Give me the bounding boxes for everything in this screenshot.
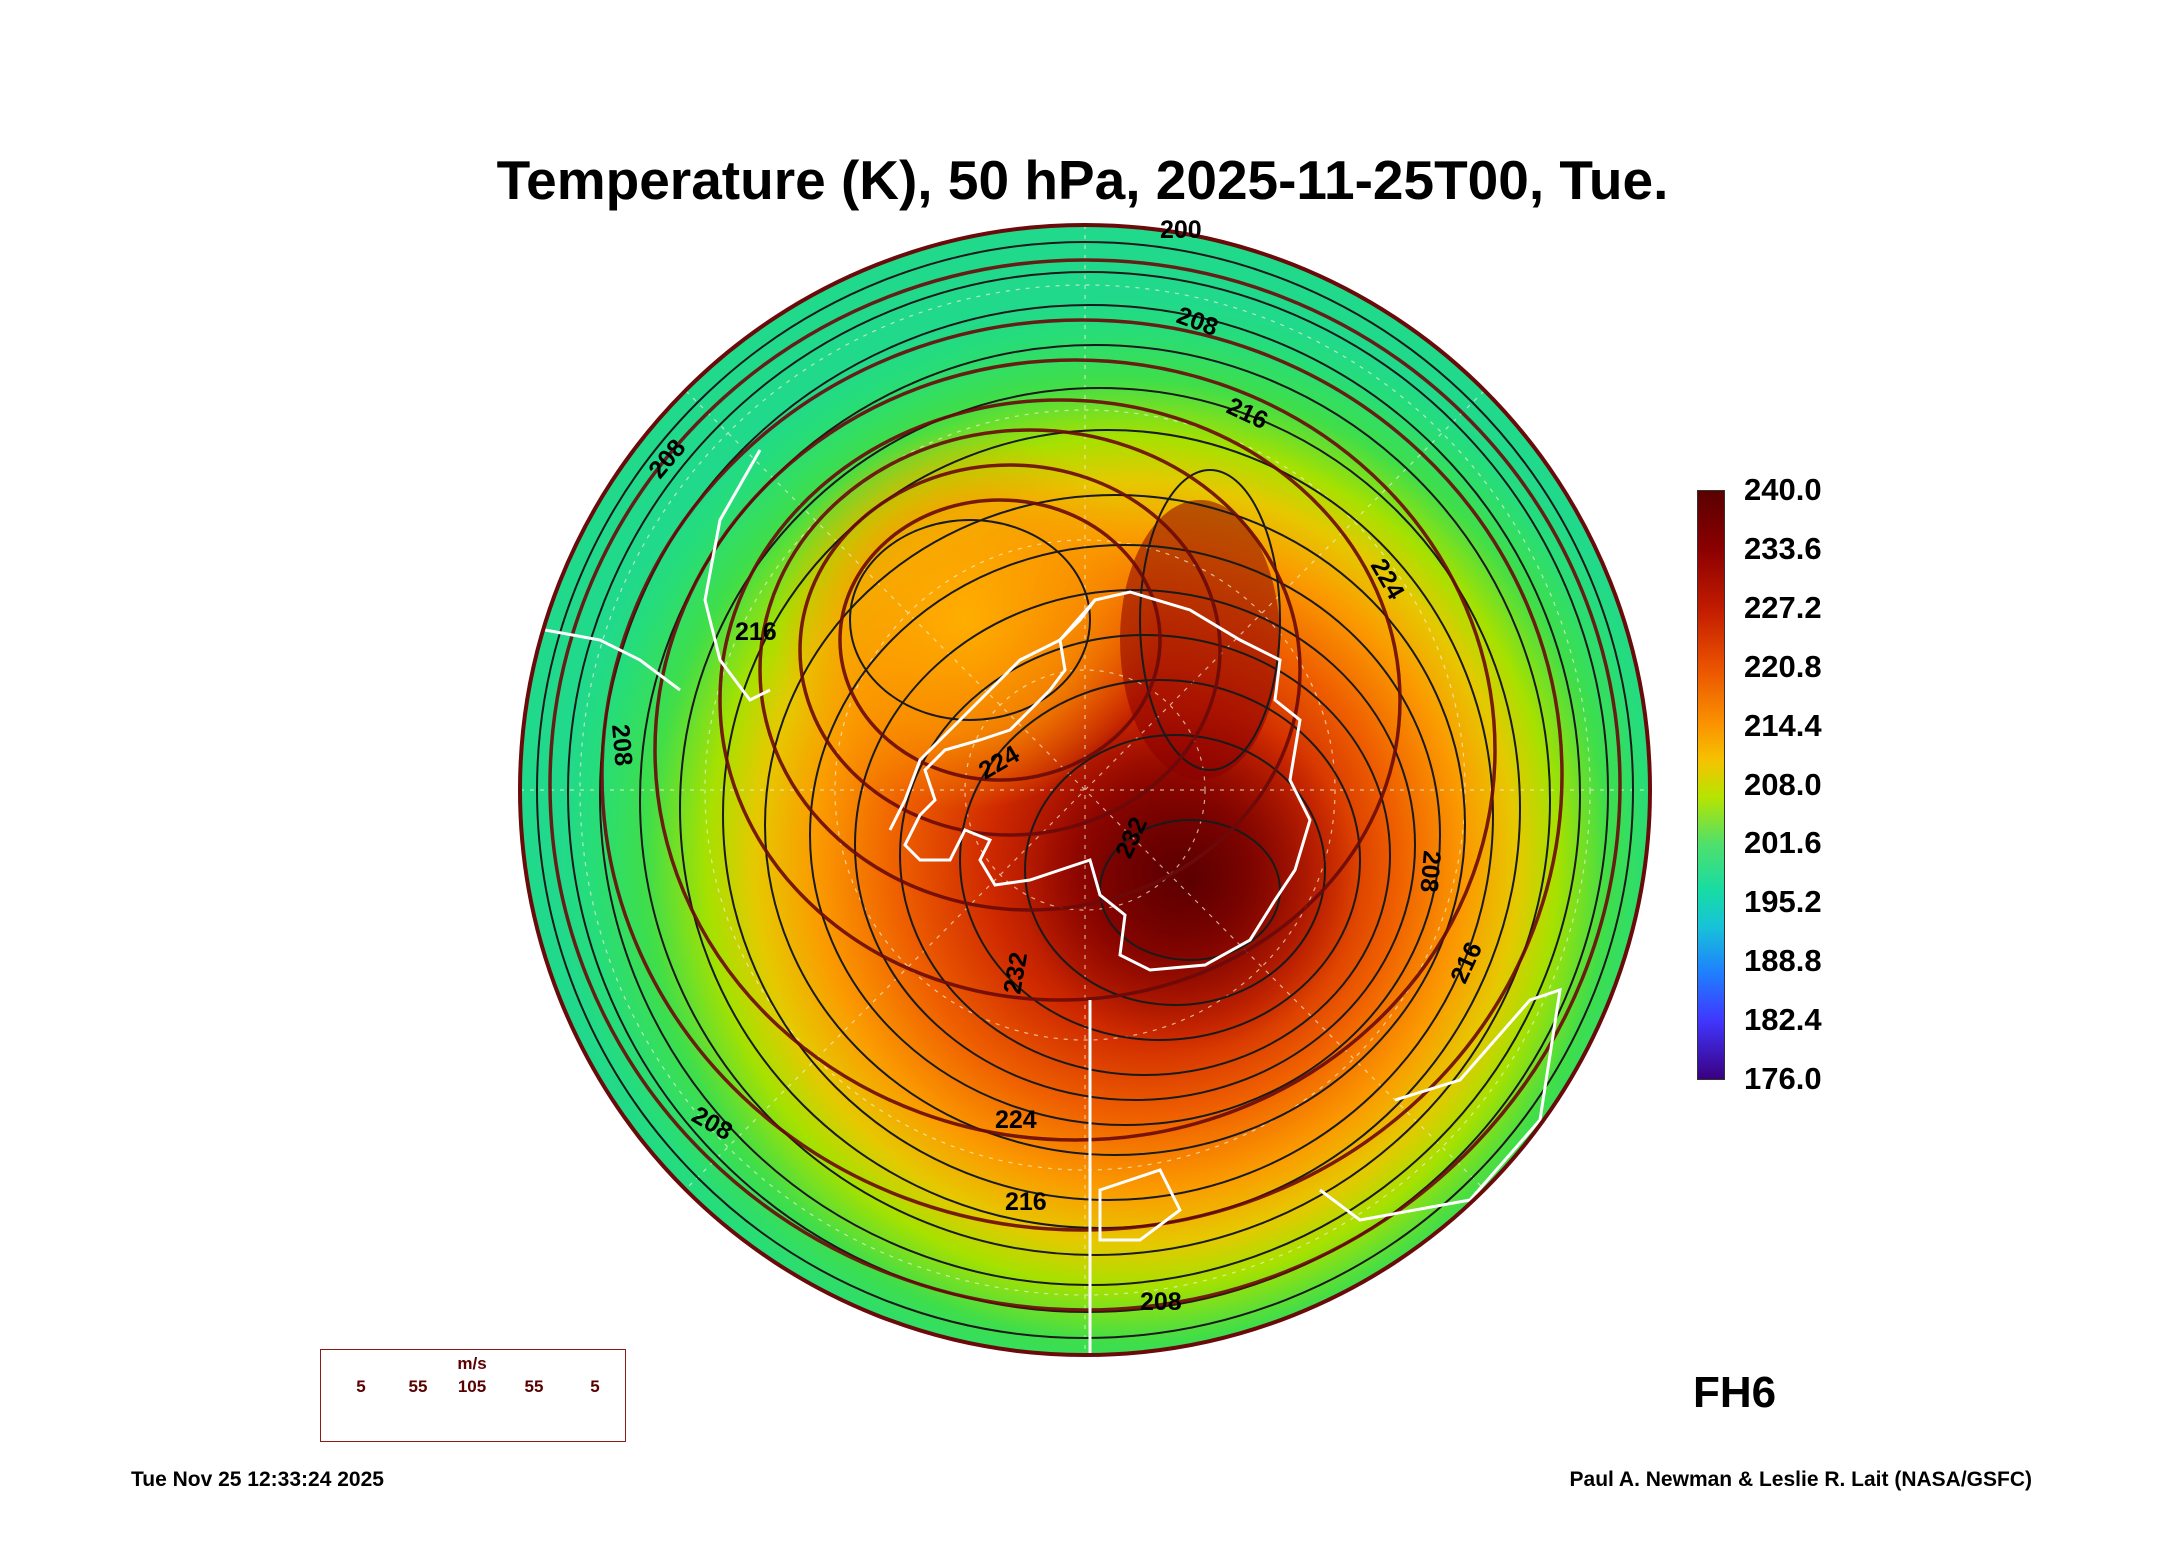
contour-label: 216	[735, 618, 777, 646]
forecast-hour: FH6	[1693, 1368, 1777, 1417]
colorbar-label: 176.0	[1744, 1061, 1822, 1096]
contour-label: 208	[1414, 849, 1446, 893]
colorbar-label: 195.2	[1744, 884, 1822, 919]
footer-timestamp: Tue Nov 25 12:33:24 2025	[131, 1468, 384, 1491]
map-border	[518, 223, 1652, 1357]
wind-legend-value: 5	[356, 1377, 366, 1396]
contour-label: 216	[1005, 1188, 1047, 1216]
contour-label: 224	[995, 1106, 1037, 1134]
contour-label: 208	[606, 723, 638, 767]
colorbar-gradient	[1697, 490, 1725, 1080]
colorbar-label: 227.2	[1744, 590, 1822, 625]
colorbar-label: 188.8	[1744, 943, 1822, 978]
colorbar-label: 214.4	[1744, 708, 1822, 743]
colorbar-label: 240.0	[1744, 472, 1822, 507]
graticule	[520, 225, 1650, 1355]
contour-label: 200	[1160, 216, 1202, 244]
wind-legend-value: 55	[524, 1377, 544, 1396]
wind-legend-unit: m/s	[457, 1354, 487, 1373]
contour-label: 208	[1140, 1288, 1182, 1316]
temperature-field	[520, 225, 1650, 1355]
colorbar-label: 182.4	[1744, 1002, 1822, 1037]
wind-speed-legend	[320, 1349, 626, 1442]
colorbar-label: 220.8	[1744, 649, 1822, 684]
colorbar	[1697, 490, 1727, 1080]
wind-legend-value: 105	[457, 1377, 487, 1396]
wind-streamlines	[548, 258, 1622, 1312]
footer-credit: Paul A. Newman & Leslie R. Lait (NASA/GS…	[1569, 1468, 2032, 1491]
colorbar-label: 201.6	[1744, 825, 1822, 860]
colorbar-label: 208.0	[1744, 767, 1822, 802]
map-title: Temperature (K), 50 hPa, 2025-11-25T00, …	[496, 149, 1669, 211]
wind-legend-value: 5	[590, 1377, 600, 1396]
wind-legend-value: 55	[408, 1377, 428, 1396]
isotherm-contours	[536, 241, 1634, 1339]
colorbar-label: 233.6	[1744, 531, 1822, 566]
